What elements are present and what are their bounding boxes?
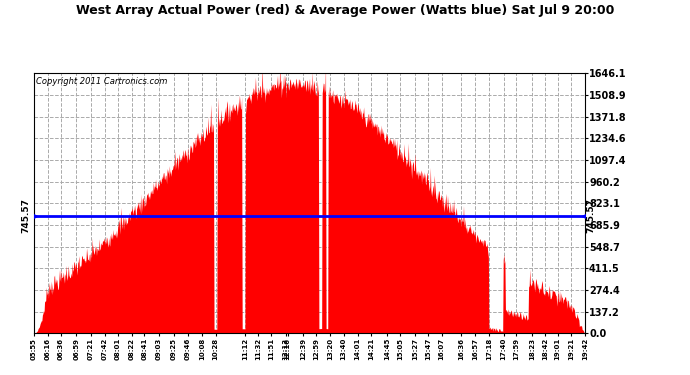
Text: 745.57: 745.57 <box>586 198 595 233</box>
Text: 745.57: 745.57 <box>22 198 31 233</box>
Text: West Array Actual Power (red) & Average Power (Watts blue) Sat Jul 9 20:00: West Array Actual Power (red) & Average … <box>76 4 614 17</box>
Text: Copyright 2011 Cartronics.com: Copyright 2011 Cartronics.com <box>37 77 168 86</box>
